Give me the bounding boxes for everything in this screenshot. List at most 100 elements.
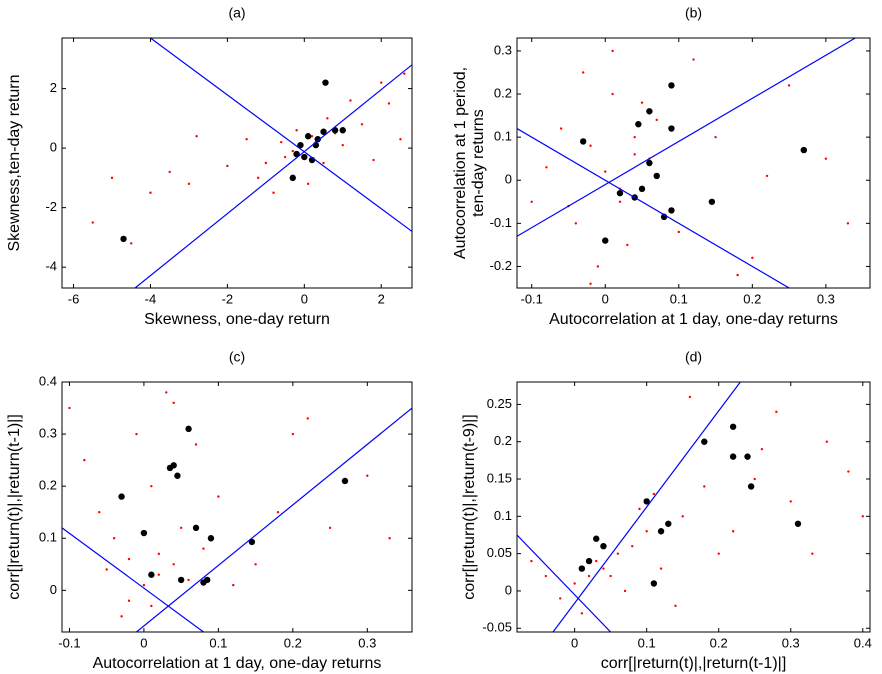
point — [232, 583, 235, 587]
y-axis-label: Autocorrelation at 1 period, — [452, 67, 469, 259]
point — [602, 567, 605, 570]
point — [744, 453, 751, 460]
point — [150, 484, 153, 488]
point — [226, 164, 229, 168]
point — [245, 137, 248, 141]
point — [127, 599, 131, 602]
x-tick-label: 0 — [301, 291, 308, 306]
point — [118, 493, 125, 500]
y-tick-label: 0.4 — [39, 373, 57, 388]
point — [600, 542, 607, 550]
y-tick-label: 0.3 — [39, 426, 57, 441]
point — [366, 474, 369, 477]
point — [811, 552, 814, 555]
y-tick-label: -0.05 — [482, 620, 512, 635]
point — [635, 121, 642, 128]
point — [668, 207, 675, 214]
y-tick-label: 0.15 — [487, 470, 512, 485]
point — [380, 81, 383, 84]
point — [580, 612, 584, 615]
point — [399, 137, 402, 141]
point — [157, 552, 161, 556]
point — [652, 492, 656, 496]
point — [589, 144, 592, 147]
point — [256, 176, 260, 180]
plot-area — [517, 382, 864, 632]
y-tick-label: 0 — [505, 172, 512, 187]
point — [135, 432, 138, 436]
panel-title: (b) — [685, 5, 702, 21]
point — [174, 472, 181, 479]
y-tick-label: -0.2 — [490, 258, 512, 273]
axes-box — [61, 381, 413, 633]
point — [187, 182, 191, 186]
point — [142, 583, 146, 587]
x-tick-label: 0.2 — [743, 291, 761, 306]
point — [729, 453, 737, 460]
x-tick-label: 0 — [140, 635, 147, 650]
x-tick-label: 0.3 — [782, 635, 800, 650]
point — [264, 161, 268, 165]
point — [148, 571, 155, 578]
y-tick-label: 0 — [50, 140, 57, 155]
point — [655, 118, 658, 122]
fit-line — [517, 127, 790, 288]
x-tick-label: -0.1 — [58, 635, 80, 650]
point — [604, 170, 607, 173]
panel: -0.1 0 0.1 0.2 0.3 0 0.1 0.2 0.3 0.4 (c) Autocorrel… — [6, 349, 413, 672]
point — [341, 143, 344, 147]
point — [789, 500, 792, 503]
point — [692, 58, 695, 61]
point — [165, 391, 168, 394]
axes-box — [516, 37, 871, 289]
point — [280, 140, 283, 144]
point — [559, 597, 562, 600]
point — [91, 221, 94, 224]
x-tick-label: 0.4 — [854, 635, 872, 650]
point — [659, 567, 663, 570]
fit-line — [62, 527, 204, 632]
point — [579, 138, 587, 145]
point — [248, 538, 256, 546]
y-tick-label: -4 — [45, 259, 57, 274]
x-tick-label: 0.3 — [817, 291, 835, 306]
point — [657, 528, 665, 535]
point — [717, 552, 720, 555]
point — [192, 524, 200, 532]
point — [581, 71, 585, 74]
point — [602, 237, 609, 244]
point — [747, 483, 755, 490]
point — [623, 589, 627, 593]
panel-title: (a) — [228, 5, 245, 21]
y-tick-label: 0.2 — [494, 433, 512, 448]
point — [168, 170, 171, 174]
y-axis-label: corr[|return(t)|,|return(t-1)|] — [6, 414, 23, 600]
x-tick-label: 0.2 — [710, 635, 728, 650]
point — [105, 568, 108, 571]
point — [668, 82, 675, 89]
y-tick-label: 0.2 — [494, 85, 512, 100]
plot-area — [517, 38, 856, 288]
point — [596, 265, 600, 268]
point — [674, 604, 677, 608]
x-axis-label: Skewness, one-day return — [144, 311, 330, 328]
point — [289, 174, 296, 182]
point — [83, 458, 86, 462]
y-tick-label: 0.1 — [39, 530, 57, 545]
x-tick-label: 0.3 — [358, 635, 376, 650]
point — [291, 432, 295, 436]
point — [172, 401, 175, 405]
point — [326, 117, 329, 120]
point — [170, 462, 177, 469]
point — [328, 526, 332, 530]
point — [616, 189, 624, 197]
point — [760, 447, 764, 451]
point — [589, 282, 592, 285]
x-tick-label: 0 — [571, 635, 578, 650]
point — [714, 135, 717, 139]
axes-box — [516, 381, 871, 633]
point — [736, 273, 739, 277]
point — [665, 520, 672, 527]
x-tick-label: -4 — [145, 291, 157, 306]
point — [295, 129, 298, 132]
